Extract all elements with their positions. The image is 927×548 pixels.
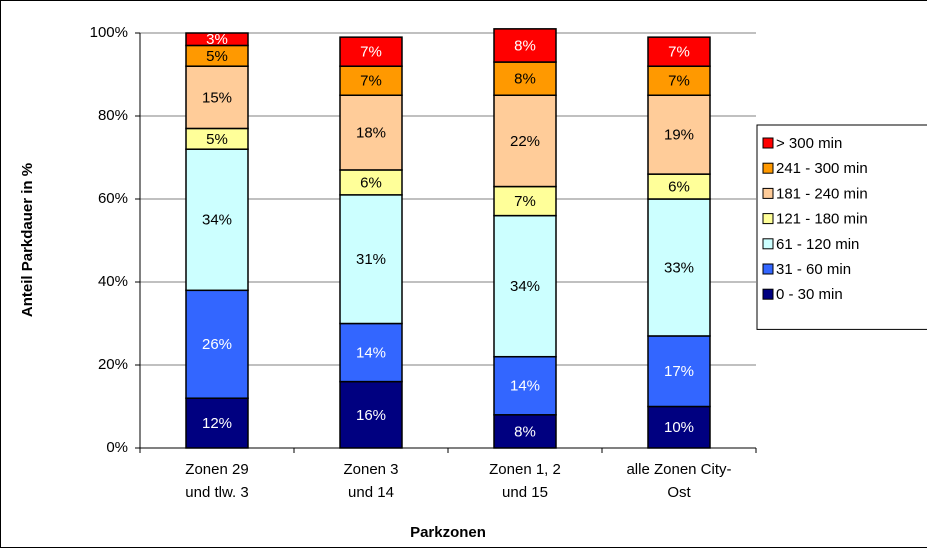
legend-box — [756, 124, 927, 330]
x-tick-label: alle Zonen City- — [626, 461, 731, 478]
data-label: 7% — [668, 73, 690, 90]
data-label: 14% — [510, 378, 540, 395]
data-label: 5% — [206, 48, 228, 65]
data-label: 3% — [206, 31, 228, 48]
bar-segment — [185, 32, 249, 47]
bar-segment — [493, 94, 557, 188]
legend-label: 181 - 240 min — [776, 185, 868, 202]
x-tick-label: Ost — [667, 484, 691, 501]
data-label: 34% — [202, 212, 232, 229]
y-tick-label: 40% — [98, 273, 128, 290]
bar-segment — [493, 28, 557, 63]
bar-segment — [493, 355, 557, 416]
data-label: 17% — [664, 363, 694, 380]
legend-swatch — [762, 263, 774, 275]
bar-segment — [493, 61, 557, 96]
data-label: 19% — [664, 127, 694, 144]
y-tick-label: 80% — [98, 107, 128, 124]
data-label: 15% — [202, 89, 232, 106]
bar-segment — [185, 65, 249, 130]
y-axis-title: Anteil Parkdauer in % — [19, 163, 36, 317]
legend-swatch — [762, 137, 774, 149]
data-label: 6% — [668, 179, 690, 196]
bar-segment — [185, 397, 249, 449]
legend-swatch — [762, 288, 774, 300]
legend-swatch — [762, 213, 774, 225]
bar-segment — [339, 322, 403, 383]
data-label: 8% — [514, 37, 536, 54]
bar-segment — [339, 169, 403, 196]
x-axis-title: Parkzonen — [410, 524, 486, 541]
bar-segment — [493, 214, 557, 358]
data-label: 22% — [510, 133, 540, 150]
data-label: 7% — [668, 44, 690, 61]
data-label: 7% — [360, 44, 382, 61]
data-label: 33% — [664, 259, 694, 276]
legend-label: 0 - 30 min — [776, 286, 843, 303]
data-label: 6% — [360, 174, 382, 191]
legend-swatch — [762, 238, 774, 250]
y-tick-label: 0% — [106, 439, 128, 456]
data-label: 12% — [202, 415, 232, 432]
data-label: 34% — [510, 278, 540, 295]
bar-segment — [339, 65, 403, 96]
data-label: 10% — [664, 419, 694, 436]
bar-segment — [647, 94, 711, 175]
bar-segment — [339, 94, 403, 171]
data-label: 26% — [202, 336, 232, 353]
data-label: 5% — [206, 131, 228, 148]
data-label: 7% — [360, 73, 382, 90]
x-tick-label: Zonen 3 — [343, 461, 398, 478]
y-tick-label: 20% — [98, 356, 128, 373]
y-tick-label: 60% — [98, 190, 128, 207]
data-label: 7% — [514, 193, 536, 210]
x-tick-label: und 15 — [502, 484, 548, 501]
bar-segment — [493, 414, 557, 449]
legend-label: 241 - 300 min — [776, 160, 868, 177]
x-tick-label: Zonen 29 — [185, 461, 248, 478]
legend-label: 61 - 120 min — [776, 236, 859, 253]
bar-segment — [339, 36, 403, 67]
legend-label: 31 - 60 min — [776, 261, 851, 278]
bar-segment — [647, 335, 711, 408]
bar-segment — [647, 405, 711, 449]
legend-label: > 300 min — [776, 135, 842, 152]
x-tick-label: und 14 — [348, 484, 394, 501]
data-label: 8% — [514, 423, 536, 440]
data-label: 16% — [356, 407, 386, 424]
legend-label: 121 - 180 min — [776, 211, 868, 228]
y-tick-label: 100% — [90, 24, 128, 41]
legend-swatch — [762, 187, 774, 199]
data-label: 31% — [356, 251, 386, 268]
bar-segment — [647, 198, 711, 337]
data-label: 8% — [514, 71, 536, 88]
bar-segment — [339, 194, 403, 325]
data-label: 14% — [356, 345, 386, 362]
x-tick-label: Zonen 1, 2 — [489, 461, 561, 478]
x-tick-label: und tlw. 3 — [185, 484, 248, 501]
bar-segment — [647, 36, 711, 67]
legend-swatch — [762, 162, 774, 174]
data-label: 18% — [356, 125, 386, 142]
bar-segment — [185, 148, 249, 292]
